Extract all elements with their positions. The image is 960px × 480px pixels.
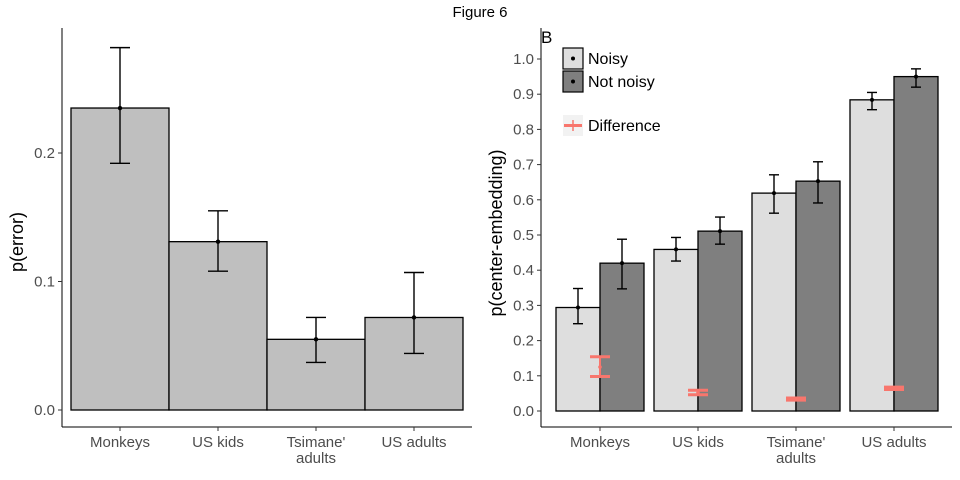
panel-b-y-tick-label: 0.2 (513, 333, 534, 350)
panel-b-bar-not-noisy-tsimane-adults (795, 180, 841, 412)
panel-b-mean-point-noisy-us-kids (674, 247, 678, 252)
panel-b-difference-point-us-kids (696, 390, 700, 395)
panel-b-y-axis-title: p(center-embedding) (486, 149, 506, 316)
panel-a-x-tick-label-us-kids: US kids (192, 434, 244, 451)
panel-a-mean-point-tsimane-adults (313, 337, 319, 342)
legend-label-noisy: Noisy (588, 51, 628, 68)
panel-b-label: B (541, 28, 552, 47)
panel-a-x-tick-label-monkeys: Monkeys (90, 434, 150, 451)
panel-b-y-tick-label: 0.5 (513, 227, 534, 244)
legend-label-difference: Difference (588, 118, 661, 135)
panel-b-difference-point-tsimane-adults (794, 397, 798, 401)
panel-b-y-tick-label: 0.3 (513, 297, 534, 314)
panel-b-x-tick-label-tsimane-adults: Tsimane' adults (767, 434, 826, 467)
panel-b-x-tick-label-us-kids: US kids (672, 434, 724, 451)
panel-b-mean-point-noisy-monkeys (576, 305, 580, 310)
panel-a-x-tick-label-us-adults: US adults (381, 434, 446, 451)
panel-b-y-tick-label: 0.1 (513, 368, 534, 385)
panel-b-mean-point-not-noisy-monkeys (620, 261, 624, 266)
panel-b-mean-point-not-noisy-tsimane-adults (816, 179, 820, 184)
panel-b-bar-noisy-tsimane-adults (751, 192, 797, 412)
panel-a-y-tick-label: 0.2 (34, 145, 55, 162)
legend-item-not-noisy: Not noisy (562, 70, 655, 93)
panel-b-mean-point-not-noisy-us-adults (914, 74, 918, 79)
panel-b-mean-point-noisy-us-adults (870, 97, 874, 102)
panel-b-mean-point-not-noisy-us-kids (718, 229, 722, 234)
panel-a-x-tick-label-tsimane-adults: Tsimane' adults (287, 434, 346, 467)
panel-b-mean-point-noisy-tsimane-adults (772, 191, 776, 196)
panel-b-y-tick-label: 0.4 (513, 262, 534, 279)
panel-a-error-chart: 0.0 0.1 0.2 Monkeys US kids Tsimane' adults US … (7, 28, 472, 467)
panel-a-mean-point-us-kids (215, 239, 221, 244)
panel-a-y-tick-label: 0.1 (34, 274, 55, 291)
panel-b-x-tick-label-monkeys: Monkeys (570, 434, 630, 451)
legend: Noisy Not noisy Difference (562, 47, 661, 136)
legend-item-noisy: Noisy (562, 47, 628, 70)
legend-key-noisy-dot (571, 56, 575, 61)
panel-b-y-tick-label: 0.8 (513, 121, 534, 138)
panel-b-y-tick-label: 1.0 (513, 51, 534, 68)
panel-b-difference-point-us-adults (892, 386, 896, 391)
panel-b-x-tick-label-us-adults: US adults (861, 434, 926, 451)
panel-b-y-tick-label: 0.9 (513, 86, 534, 103)
panel-a-mean-point-us-adults (411, 315, 417, 320)
legend-item-difference: Difference (563, 115, 661, 136)
panel-b-bar-not-noisy-us-adults (893, 75, 939, 412)
panel-b-difference-point-monkeys (598, 365, 602, 369)
panel-a-y-tick-label: 0.0 (34, 402, 55, 419)
panel-b-y-tick-label: 0.0 (513, 403, 534, 420)
panel-b-y-tick-label: 0.7 (513, 157, 534, 174)
panel-b-bar-noisy-us-adults (849, 99, 895, 412)
legend-key-not-noisy-dot (571, 79, 575, 84)
legend-label-not-noisy: Not noisy (588, 74, 655, 91)
panel-a-mean-point-monkeys (117, 105, 123, 111)
panel-b-bar-noisy-us-kids (653, 248, 699, 412)
panel-b-y-tick-label: 0.6 (513, 192, 534, 209)
panel-a-y-axis-title: p(error) (7, 212, 27, 272)
panel-b-bar-noisy-monkeys (555, 306, 601, 412)
panel-b-bar-not-noisy-us-kids (697, 230, 743, 412)
panel-b-center-embedding-chart: B 0.0 0.1 0.2 0.3 0.4 0.5 0.6 0.7 0.8 0.9 1.0 Monke… (486, 28, 952, 467)
figure-title: Figure 6 (452, 4, 507, 21)
